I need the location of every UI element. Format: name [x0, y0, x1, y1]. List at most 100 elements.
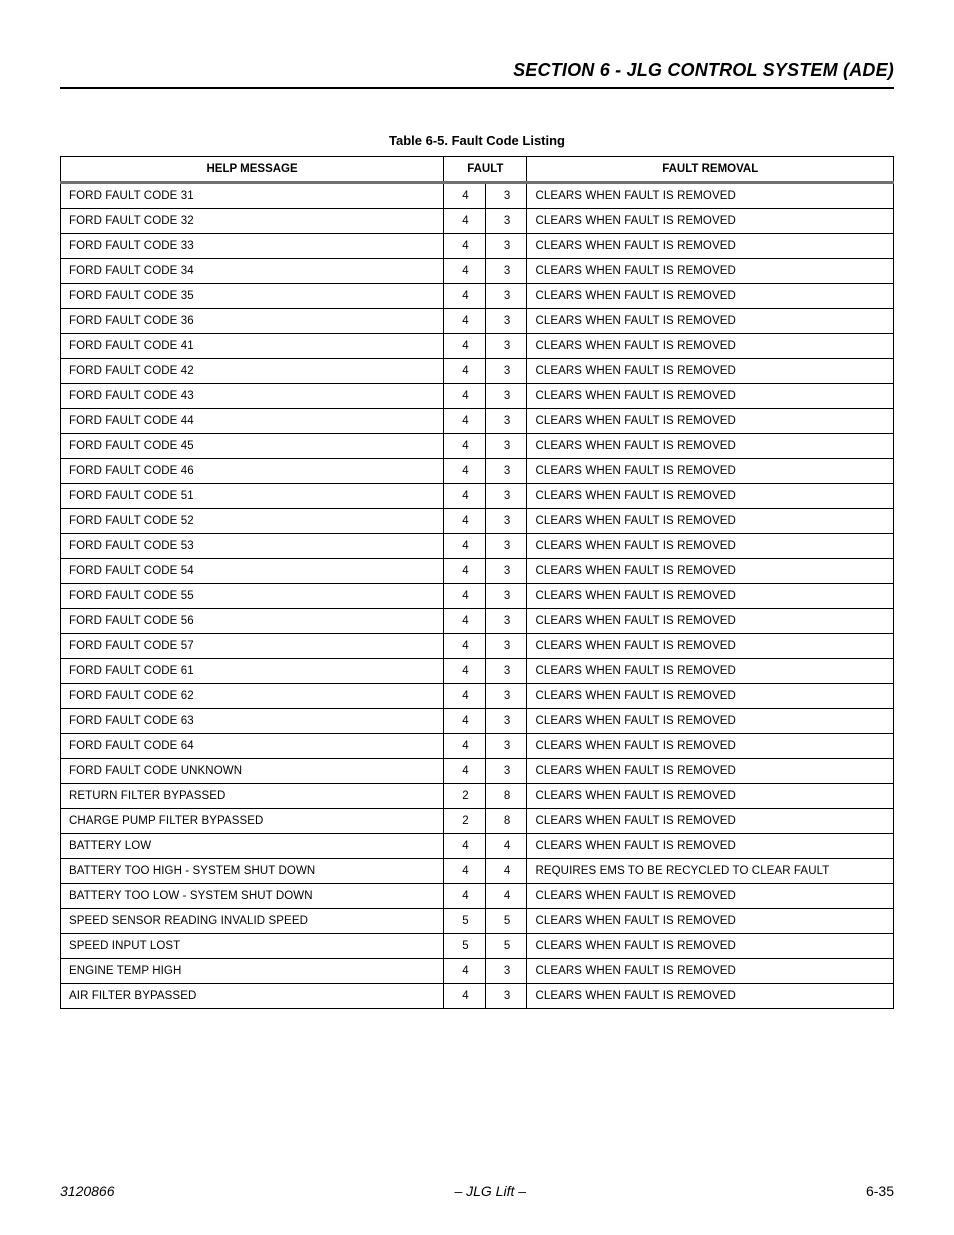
cell-help-message: FORD FAULT CODE 43: [61, 384, 444, 409]
table-row: BATTERY TOO LOW - SYSTEM SHUT DOWN44CLEA…: [61, 884, 894, 909]
table-row: FORD FAULT CODE 3543CLEARS WHEN FAULT IS…: [61, 284, 894, 309]
cell-fault-code-2: 3: [485, 684, 527, 709]
table-row: CHARGE PUMP FILTER BYPASSED28CLEARS WHEN…: [61, 809, 894, 834]
cell-help-message: FORD FAULT CODE 41: [61, 334, 444, 359]
cell-fault-code-2: 3: [485, 734, 527, 759]
cell-fault-code-2: 3: [485, 959, 527, 984]
table-row: ENGINE TEMP HIGH43CLEARS WHEN FAULT IS R…: [61, 959, 894, 984]
table-row: FORD FAULT CODE 6443CLEARS WHEN FAULT IS…: [61, 734, 894, 759]
footer-doc-number: 3120866: [60, 1183, 115, 1199]
cell-help-message: FORD FAULT CODE 35: [61, 284, 444, 309]
cell-fault-code-1: 4: [444, 484, 486, 509]
cell-help-message: FORD FAULT CODE 52: [61, 509, 444, 534]
cell-help-message: FORD FAULT CODE 63: [61, 709, 444, 734]
cell-fault-removal: CLEARS WHEN FAULT IS REMOVED: [527, 909, 894, 934]
cell-fault-removal: CLEARS WHEN FAULT IS REMOVED: [527, 884, 894, 909]
cell-fault-code-1: 4: [444, 884, 486, 909]
cell-help-message: FORD FAULT CODE UNKNOWN: [61, 759, 444, 784]
cell-fault-removal: CLEARS WHEN FAULT IS REMOVED: [527, 209, 894, 234]
cell-fault-removal: CLEARS WHEN FAULT IS REMOVED: [527, 609, 894, 634]
cell-fault-removal: CLEARS WHEN FAULT IS REMOVED: [527, 584, 894, 609]
cell-help-message: FORD FAULT CODE 46: [61, 459, 444, 484]
cell-fault-code-2: 8: [485, 809, 527, 834]
cell-fault-code-1: 4: [444, 984, 486, 1009]
table-row: FORD FAULT CODE 4243CLEARS WHEN FAULT IS…: [61, 359, 894, 384]
cell-fault-removal: CLEARS WHEN FAULT IS REMOVED: [527, 359, 894, 384]
cell-fault-code-1: 4: [444, 959, 486, 984]
cell-fault-code-2: 4: [485, 884, 527, 909]
table-row: SPEED INPUT LOST55CLEARS WHEN FAULT IS R…: [61, 934, 894, 959]
cell-fault-code-1: 4: [444, 384, 486, 409]
cell-fault-code-2: 3: [485, 359, 527, 384]
cell-fault-removal: CLEARS WHEN FAULT IS REMOVED: [527, 259, 894, 284]
cell-fault-code-2: 3: [485, 709, 527, 734]
cell-help-message: FORD FAULT CODE 44: [61, 409, 444, 434]
cell-help-message: FORD FAULT CODE 61: [61, 659, 444, 684]
col-header-fault: FAULT: [444, 157, 527, 183]
cell-fault-code-1: 4: [444, 609, 486, 634]
cell-fault-code-1: 5: [444, 909, 486, 934]
cell-fault-code-2: 3: [485, 384, 527, 409]
fault-code-table: HELP MESSAGE FAULT FAULT REMOVAL FORD FA…: [60, 156, 894, 1009]
cell-fault-code-2: 3: [485, 759, 527, 784]
cell-help-message: FORD FAULT CODE 53: [61, 534, 444, 559]
cell-fault-code-2: 3: [485, 409, 527, 434]
cell-fault-removal: CLEARS WHEN FAULT IS REMOVED: [527, 334, 894, 359]
cell-fault-code-1: 4: [444, 734, 486, 759]
cell-fault-code-1: 4: [444, 684, 486, 709]
table-row: FORD FAULT CODE 4443CLEARS WHEN FAULT IS…: [61, 409, 894, 434]
cell-help-message: FORD FAULT CODE 32: [61, 209, 444, 234]
cell-fault-code-1: 4: [444, 709, 486, 734]
page: SECTION 6 - JLG CONTROL SYSTEM (ADE) Tab…: [0, 0, 954, 1235]
cell-fault-code-1: 2: [444, 809, 486, 834]
cell-fault-removal: CLEARS WHEN FAULT IS REMOVED: [527, 784, 894, 809]
cell-fault-code-1: 4: [444, 559, 486, 584]
cell-fault-removal: CLEARS WHEN FAULT IS REMOVED: [527, 309, 894, 334]
cell-help-message: BATTERY LOW: [61, 834, 444, 859]
footer-title: – JLG Lift –: [454, 1183, 526, 1199]
cell-fault-removal: CLEARS WHEN FAULT IS REMOVED: [527, 459, 894, 484]
cell-fault-code-2: 3: [485, 334, 527, 359]
table-row: SPEED SENSOR READING INVALID SPEED55CLEA…: [61, 909, 894, 934]
cell-fault-code-1: 4: [444, 534, 486, 559]
table-row: FORD FAULT CODE 5443CLEARS WHEN FAULT IS…: [61, 559, 894, 584]
cell-help-message: SPEED INPUT LOST: [61, 934, 444, 959]
cell-fault-removal: CLEARS WHEN FAULT IS REMOVED: [527, 659, 894, 684]
cell-help-message: FORD FAULT CODE 54: [61, 559, 444, 584]
table-row: FORD FAULT CODE 4143CLEARS WHEN FAULT IS…: [61, 334, 894, 359]
cell-fault-code-2: 5: [485, 909, 527, 934]
cell-fault-code-1: 4: [444, 459, 486, 484]
col-header-removal: FAULT REMOVAL: [527, 157, 894, 183]
table-row: FORD FAULT CODE 5743CLEARS WHEN FAULT IS…: [61, 634, 894, 659]
cell-fault-code-1: 4: [444, 309, 486, 334]
cell-help-message: FORD FAULT CODE 31: [61, 183, 444, 209]
cell-fault-removal: CLEARS WHEN FAULT IS REMOVED: [527, 634, 894, 659]
cell-fault-removal: CLEARS WHEN FAULT IS REMOVED: [527, 434, 894, 459]
cell-fault-code-1: 4: [444, 334, 486, 359]
cell-help-message: FORD FAULT CODE 62: [61, 684, 444, 709]
cell-fault-code-1: 4: [444, 584, 486, 609]
cell-fault-code-1: 4: [444, 359, 486, 384]
table-caption: Table 6-5. Fault Code Listing: [60, 133, 894, 148]
cell-fault-code-2: 3: [485, 659, 527, 684]
cell-fault-removal: CLEARS WHEN FAULT IS REMOVED: [527, 484, 894, 509]
cell-fault-removal: CLEARS WHEN FAULT IS REMOVED: [527, 384, 894, 409]
cell-fault-code-1: 4: [444, 209, 486, 234]
cell-fault-code-1: 4: [444, 509, 486, 534]
col-header-help: HELP MESSAGE: [61, 157, 444, 183]
cell-fault-code-2: 3: [485, 609, 527, 634]
cell-fault-code-2: 3: [485, 434, 527, 459]
cell-fault-code-2: 3: [485, 209, 527, 234]
table-row: FORD FAULT CODE 6143CLEARS WHEN FAULT IS…: [61, 659, 894, 684]
cell-fault-code-2: 3: [485, 284, 527, 309]
table-row: BATTERY LOW44CLEARS WHEN FAULT IS REMOVE…: [61, 834, 894, 859]
cell-fault-removal: CLEARS WHEN FAULT IS REMOVED: [527, 284, 894, 309]
table-row: FORD FAULT CODE 4343CLEARS WHEN FAULT IS…: [61, 384, 894, 409]
cell-fault-removal: CLEARS WHEN FAULT IS REMOVED: [527, 684, 894, 709]
table-row: FORD FAULT CODE 5543CLEARS WHEN FAULT IS…: [61, 584, 894, 609]
table-row: AIR FILTER BYPASSED43CLEARS WHEN FAULT I…: [61, 984, 894, 1009]
cell-fault-code-2: 8: [485, 784, 527, 809]
cell-help-message: FORD FAULT CODE 57: [61, 634, 444, 659]
cell-help-message: BATTERY TOO HIGH - SYSTEM SHUT DOWN: [61, 859, 444, 884]
cell-help-message: AIR FILTER BYPASSED: [61, 984, 444, 1009]
